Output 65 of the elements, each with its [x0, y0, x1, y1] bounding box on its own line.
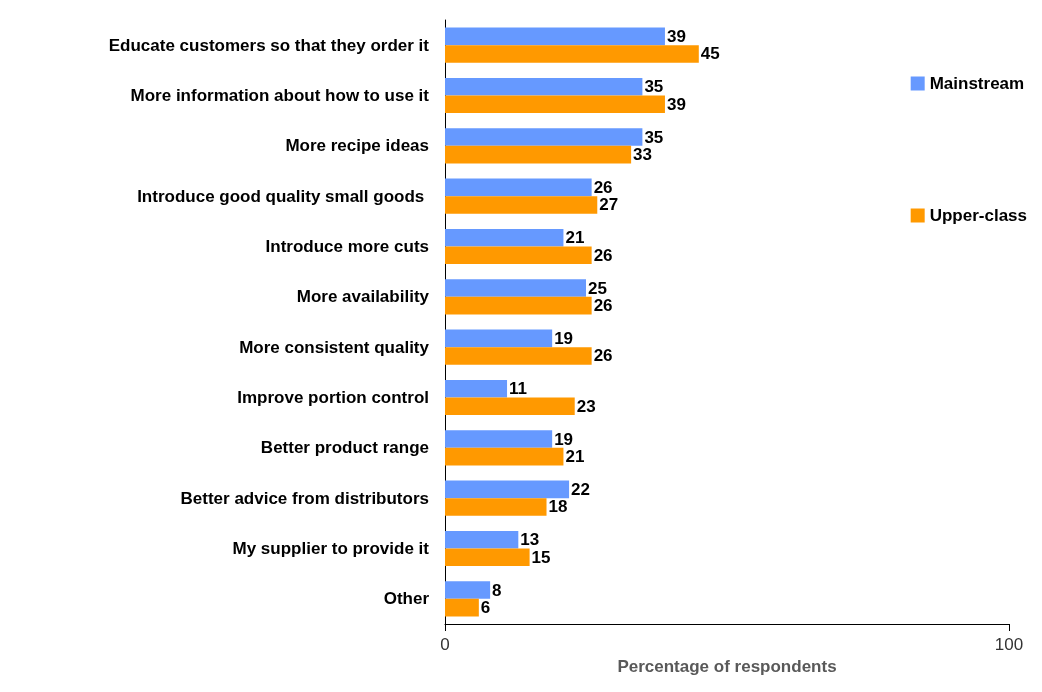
data-label: 19 — [554, 429, 574, 449]
bar — [445, 246, 592, 265]
data-label: 39 — [666, 94, 686, 114]
data-label: 26 — [593, 296, 613, 316]
y-tick-label: Educate customers so that they order it — [108, 35, 430, 55]
data-label: 21 — [565, 228, 585, 248]
data-label: 8 — [492, 580, 502, 600]
data-label: 6 — [480, 598, 491, 618]
data-label: 15 — [531, 547, 551, 567]
data-label: 11 — [509, 379, 528, 399]
bar — [445, 347, 592, 365]
data-label: 19 — [554, 328, 574, 348]
bar — [445, 447, 564, 466]
bar — [445, 397, 575, 416]
bar — [445, 196, 598, 214]
data-label: 26 — [593, 245, 613, 265]
bar — [445, 498, 547, 516]
y-tick-label: Other — [383, 589, 430, 609]
data-label: 13 — [520, 530, 540, 550]
data-label: 33 — [633, 145, 653, 165]
data-label: 18 — [548, 497, 568, 517]
data-label: 35 — [644, 127, 664, 147]
bar — [445, 27, 665, 46]
bar — [445, 379, 508, 398]
bar — [445, 530, 519, 549]
bar — [445, 279, 586, 297]
data-label: 21 — [565, 447, 585, 467]
x-axis-title: Percentage of respondents — [617, 656, 837, 676]
data-label: 25 — [588, 278, 607, 298]
y-tick-label: More information about how to use it — [130, 86, 430, 105]
data-label: 27 — [599, 195, 619, 215]
bar — [445, 178, 592, 197]
x-tick-label: 0 — [440, 635, 450, 654]
data-label: 23 — [576, 396, 596, 416]
y-tick-label: Introduce good quality small goods — [137, 186, 429, 206]
bar — [445, 228, 564, 247]
data-label: 22 — [571, 479, 590, 499]
bar — [445, 296, 592, 315]
bar — [445, 598, 479, 617]
bar — [445, 430, 553, 448]
y-tick-label: My supplier to provide it — [232, 539, 430, 558]
legend-label: Upper-class — [929, 206, 1028, 225]
y-tick-label: Improve portion control — [237, 388, 429, 407]
data-label: 45 — [700, 44, 720, 64]
legend-label: Mainstream — [929, 74, 1025, 93]
y-tick-label: Better advice from distributors — [180, 488, 429, 508]
bar — [445, 329, 553, 348]
data-label: 35 — [644, 77, 664, 97]
bar — [445, 128, 643, 146]
bar — [445, 548, 530, 567]
bar — [445, 480, 570, 499]
y-tick-label: Introduce more cuts — [265, 237, 429, 256]
data-label: 26 — [593, 346, 613, 366]
y-tick-label: Better product range — [260, 438, 429, 458]
y-tick-label: More recipe ideas — [285, 136, 429, 156]
y-tick-label: More consistent quality — [239, 337, 430, 357]
bar — [445, 95, 665, 114]
bar — [445, 77, 643, 96]
x-tick-label: 100 — [994, 635, 1024, 654]
data-label: 39 — [666, 26, 686, 46]
bar — [445, 581, 491, 599]
y-tick-label: More availability — [296, 287, 430, 307]
bar — [445, 145, 632, 164]
data-label: 26 — [593, 177, 613, 197]
bar — [445, 45, 699, 63]
